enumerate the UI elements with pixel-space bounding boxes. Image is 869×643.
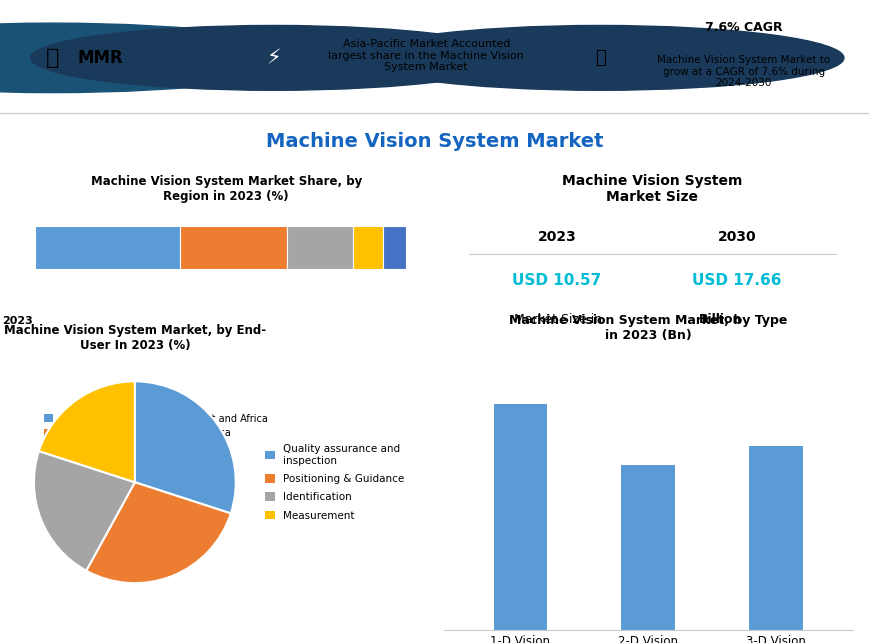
Text: 2023: 2023 [2, 316, 33, 327]
Bar [493, 404, 547, 630]
Bar [748, 446, 802, 630]
Bar [352, 226, 382, 269]
Text: Billion: Billion [698, 313, 741, 327]
Wedge shape [39, 381, 135, 482]
Text: Machine Vision System Market Share, by
Region in 2023 (%): Machine Vision System Market Share, by R… [90, 175, 362, 203]
Text: USD 10.57: USD 10.57 [512, 273, 600, 287]
Legend: Asia pasific, North America, Europe, Middle East and Africa, South America: Asia pasific, North America, Europe, Mid… [40, 410, 271, 457]
Wedge shape [86, 482, 230, 583]
Text: Machine Vision System
Market Size: Machine Vision System Market Size [561, 174, 742, 204]
Bar [35, 226, 180, 269]
Text: 2030: 2030 [717, 230, 755, 244]
Text: 🌐: 🌐 [45, 48, 59, 68]
Circle shape [30, 26, 517, 90]
Bar [620, 465, 674, 630]
Text: 7.6% CAGR: 7.6% CAGR [704, 21, 782, 34]
Bar [382, 226, 406, 269]
Text: Machine Vision System Market: Machine Vision System Market [266, 132, 603, 151]
Text: Market Size in: Market Size in [514, 313, 606, 327]
Text: ⚡: ⚡ [267, 48, 281, 68]
Circle shape [356, 26, 843, 90]
Text: 2023: 2023 [537, 230, 575, 244]
Title: Machine Vision System Market, by End-
User In 2023 (%): Machine Vision System Market, by End- Us… [3, 324, 266, 352]
Text: Machine Vision System Market to
grow at a CAGR of 7.6% during
2024-2030: Machine Vision System Market to grow at … [656, 55, 830, 88]
Text: USD 17.66: USD 17.66 [691, 273, 780, 287]
Text: Asia-Pacific Market Accounted
largest share in the Machine Vision
System Market: Asia-Pacific Market Accounted largest sh… [328, 39, 523, 72]
Wedge shape [135, 381, 235, 514]
Circle shape [0, 23, 313, 93]
Text: MMR: MMR [77, 49, 123, 67]
Title: Machine Vision System Market, by Type
in 2023 (Bn): Machine Vision System Market, by Type in… [508, 314, 786, 342]
Wedge shape [34, 451, 135, 571]
Bar [287, 226, 352, 269]
Bar [180, 226, 287, 269]
Legend: Quality assurance and
inspection, Positioning & Guidance, Identification, Measur: Quality assurance and inspection, Positi… [261, 440, 408, 525]
Text: 🔥: 🔥 [594, 49, 605, 67]
